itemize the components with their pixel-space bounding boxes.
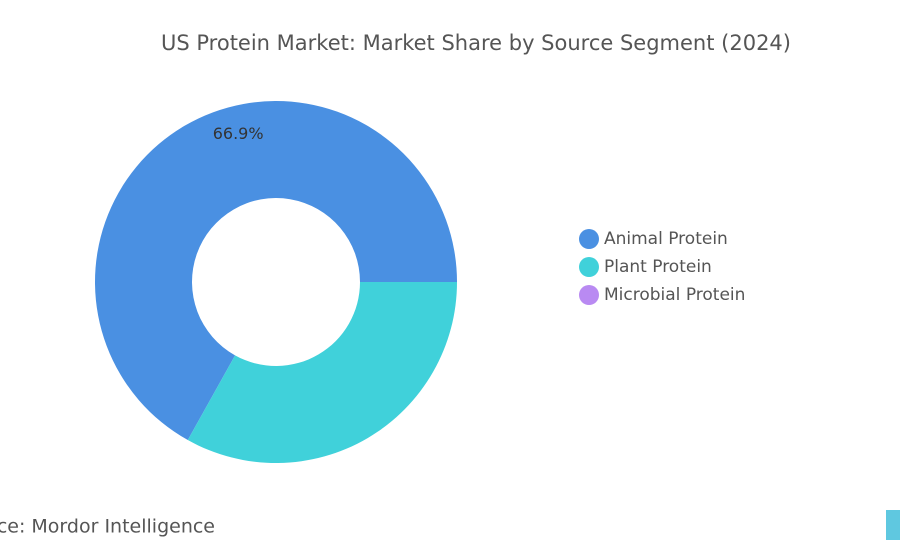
chart-title: US Protein Market: Market Share by Sourc… — [161, 31, 791, 55]
source: Source: Mordor Intelligence — [0, 516, 215, 538]
legend-swatch — [579, 285, 599, 305]
donut-slice — [95, 101, 457, 441]
legend-label: Microbial Protein — [604, 285, 745, 305]
data-label: 66.9% — [213, 124, 264, 143]
legend-swatch — [579, 257, 599, 277]
legend-label: Animal Protein — [604, 229, 728, 249]
donut-slice — [187, 282, 457, 464]
legend-swatch — [579, 229, 599, 249]
legend-label: Plant Protein — [604, 257, 712, 277]
logo — [886, 510, 900, 540]
logo-mark — [886, 510, 900, 540]
